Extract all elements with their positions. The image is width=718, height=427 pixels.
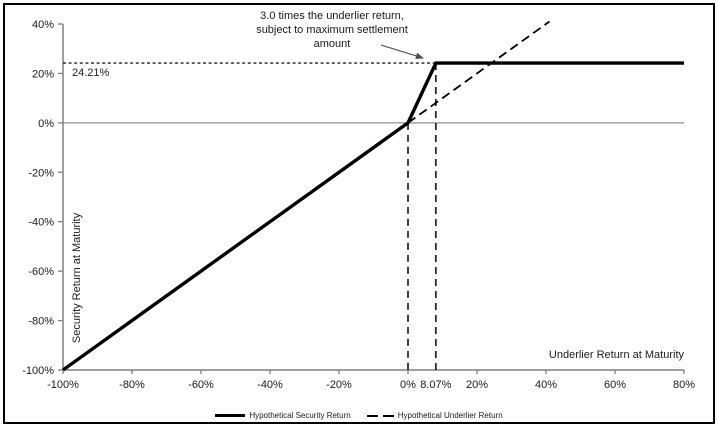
x-tick-label: -80% xyxy=(119,379,145,391)
y-tick-label: -20% xyxy=(28,167,54,179)
x-tick-label: -40% xyxy=(257,379,283,391)
legend-label-security: Hypothetical Security Return xyxy=(249,411,351,420)
y-tick-label: 0% xyxy=(38,118,54,130)
x-tick-label: 8.07% xyxy=(420,379,451,391)
legend: Hypothetical Security Return Hypothetica… xyxy=(0,411,718,420)
x-tick-label: -60% xyxy=(188,379,214,391)
x-axis-title: Underlier Return at Maturity xyxy=(549,349,685,361)
y-tick-label: -60% xyxy=(28,266,54,278)
legend-item-security: Hypothetical Security Return xyxy=(215,411,351,420)
y-tick-label: -80% xyxy=(28,316,54,328)
security-return-line xyxy=(62,61,684,372)
y-tick-label: 20% xyxy=(32,68,54,80)
y-axis-title: Security Return at Maturity xyxy=(71,212,83,343)
y-tick-label: -40% xyxy=(28,217,54,229)
x-tick-label: 40% xyxy=(535,379,557,391)
legend-label-underlier: Hypothetical Underlier Return xyxy=(397,411,503,420)
x-tick-label: 80% xyxy=(673,379,695,391)
solid-line-swatch-icon xyxy=(215,414,246,417)
x-tick-label: 0% xyxy=(400,379,416,391)
cap-value-label: 24.21% xyxy=(72,67,110,79)
x-tick-label: -20% xyxy=(326,379,352,391)
dashed-line-swatch-icon xyxy=(366,414,394,417)
y-tick-label: 40% xyxy=(32,19,54,31)
underlier-return-line xyxy=(407,20,550,124)
y-tick-label: -100% xyxy=(22,365,54,377)
annotation-arrow xyxy=(380,44,425,60)
x-tick-label: -100% xyxy=(47,379,79,391)
x-tick-label: 60% xyxy=(604,379,626,391)
x-tick-label: 20% xyxy=(466,379,488,391)
cap-annotation-text: 3.0 times the underlier return, subject … xyxy=(256,10,408,50)
legend-item-underlier: Hypothetical Underlier Return xyxy=(366,411,503,420)
